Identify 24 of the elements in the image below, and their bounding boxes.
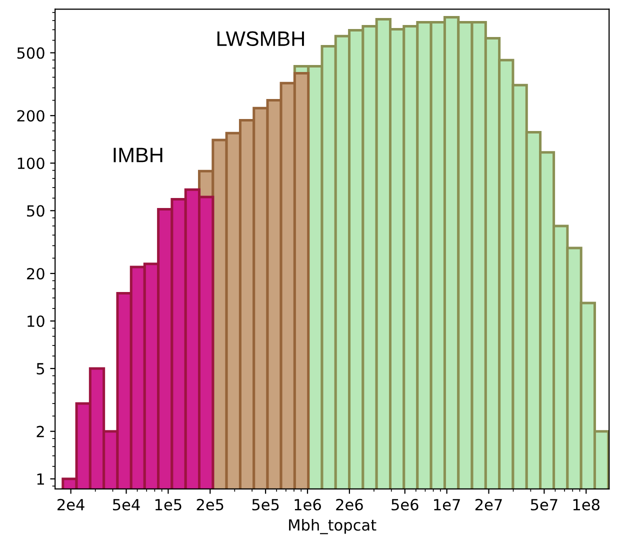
x-tick-label: 5e4 <box>113 499 140 510</box>
y-tick-label: 5 <box>36 363 44 375</box>
x-tick-label: 5e7 <box>530 499 558 510</box>
y-tick-label: 10 <box>28 315 44 328</box>
y-tick-label: 200 <box>17 110 44 122</box>
y-tick-label: 1 <box>37 474 44 485</box>
series-label: LWSMBH <box>217 31 304 46</box>
x-tick-label: 2e5 <box>196 498 224 510</box>
x-tick-label: 1e7 <box>434 499 460 510</box>
x-tick-label: 5e5 <box>252 499 279 510</box>
x-tick-label: 2e6 <box>336 498 363 510</box>
x-tick-label: 1e5 <box>155 499 182 510</box>
x-tick-label: 5e6 <box>392 498 418 510</box>
y-tick-label: 50 <box>27 205 44 217</box>
y-tick-label: 20 <box>27 268 44 280</box>
y-tick-label: 100 <box>18 158 44 170</box>
series-label: IMBH <box>114 148 162 162</box>
x-tick-label: 1e8 <box>573 498 600 510</box>
x-tick-label: 2e7 <box>475 498 502 510</box>
y-tick-label: 500 <box>17 47 44 59</box>
x-axis-title: Mbh_topcat <box>289 518 376 534</box>
y-tick-label: 2 <box>36 426 44 438</box>
x-tick-label: 1e6 <box>294 498 321 510</box>
x-tick-label: 2e4 <box>58 498 84 510</box>
